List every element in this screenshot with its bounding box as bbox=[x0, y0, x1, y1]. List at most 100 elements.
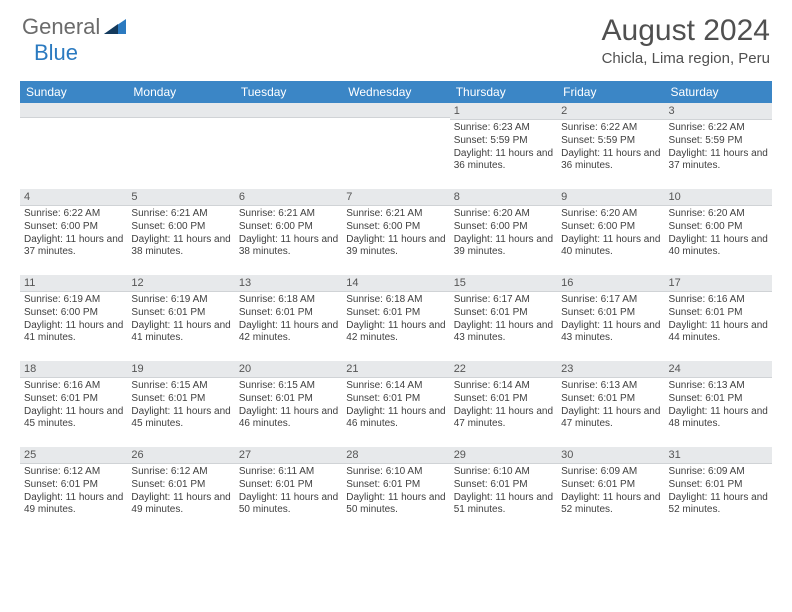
day-body: Sunrise: 6:16 AMSunset: 6:01 PMDaylight:… bbox=[20, 378, 127, 435]
sunset-text: Sunset: 5:59 PM bbox=[561, 135, 660, 148]
calendar-day-cell: 12Sunrise: 6:19 AMSunset: 6:01 PMDayligh… bbox=[127, 275, 234, 361]
calendar-day-cell bbox=[235, 103, 342, 189]
daylight-text: Daylight: 11 hours and 48 minutes. bbox=[669, 406, 768, 432]
sunrise-text: Sunrise: 6:20 AM bbox=[561, 208, 660, 221]
calendar-week-row: 25Sunrise: 6:12 AMSunset: 6:01 PMDayligh… bbox=[20, 447, 772, 533]
calendar-day-cell: 2Sunrise: 6:22 AMSunset: 5:59 PMDaylight… bbox=[557, 103, 664, 189]
sunrise-text: Sunrise: 6:09 AM bbox=[669, 466, 768, 479]
sunset-text: Sunset: 5:59 PM bbox=[454, 135, 553, 148]
daylight-text: Daylight: 11 hours and 45 minutes. bbox=[24, 406, 123, 432]
daylight-text: Daylight: 11 hours and 40 minutes. bbox=[561, 234, 660, 260]
day-body: Sunrise: 6:14 AMSunset: 6:01 PMDaylight:… bbox=[450, 378, 557, 435]
day-body: Sunrise: 6:22 AMSunset: 5:59 PMDaylight:… bbox=[665, 120, 772, 177]
daylight-text: Daylight: 11 hours and 36 minutes. bbox=[454, 148, 553, 174]
daylight-text: Daylight: 11 hours and 36 minutes. bbox=[561, 148, 660, 174]
sunset-text: Sunset: 6:00 PM bbox=[454, 221, 553, 234]
day-number: 7 bbox=[342, 189, 449, 206]
calendar-day-cell bbox=[127, 103, 234, 189]
daylight-text: Daylight: 11 hours and 51 minutes. bbox=[454, 492, 553, 518]
sunrise-text: Sunrise: 6:12 AM bbox=[24, 466, 123, 479]
weekday-header: Tuesday bbox=[235, 81, 342, 103]
day-body: Sunrise: 6:21 AMSunset: 6:00 PMDaylight:… bbox=[127, 206, 234, 263]
calendar-day-cell: 9Sunrise: 6:20 AMSunset: 6:00 PMDaylight… bbox=[557, 189, 664, 275]
day-number: 19 bbox=[127, 361, 234, 378]
day-number: 28 bbox=[342, 447, 449, 464]
sunset-text: Sunset: 6:01 PM bbox=[454, 393, 553, 406]
calendar-day-cell: 11Sunrise: 6:19 AMSunset: 6:00 PMDayligh… bbox=[20, 275, 127, 361]
calendar-day-cell: 23Sunrise: 6:13 AMSunset: 6:01 PMDayligh… bbox=[557, 361, 664, 447]
day-body: Sunrise: 6:18 AMSunset: 6:01 PMDaylight:… bbox=[235, 292, 342, 349]
day-number: 14 bbox=[342, 275, 449, 292]
calendar-day-cell: 20Sunrise: 6:15 AMSunset: 6:01 PMDayligh… bbox=[235, 361, 342, 447]
sunset-text: Sunset: 6:00 PM bbox=[239, 221, 338, 234]
sunset-text: Sunset: 5:59 PM bbox=[669, 135, 768, 148]
day-body: Sunrise: 6:15 AMSunset: 6:01 PMDaylight:… bbox=[235, 378, 342, 435]
sunset-text: Sunset: 6:01 PM bbox=[561, 393, 660, 406]
sunrise-text: Sunrise: 6:12 AM bbox=[131, 466, 230, 479]
sunrise-text: Sunrise: 6:14 AM bbox=[454, 380, 553, 393]
day-body: Sunrise: 6:21 AMSunset: 6:00 PMDaylight:… bbox=[235, 206, 342, 263]
daylight-text: Daylight: 11 hours and 44 minutes. bbox=[669, 320, 768, 346]
calendar-table: SundayMondayTuesdayWednesdayThursdayFrid… bbox=[20, 81, 772, 533]
sunset-text: Sunset: 6:01 PM bbox=[346, 307, 445, 320]
day-body: Sunrise: 6:10 AMSunset: 6:01 PMDaylight:… bbox=[450, 464, 557, 521]
daylight-text: Daylight: 11 hours and 52 minutes. bbox=[561, 492, 660, 518]
calendar-day-cell: 28Sunrise: 6:10 AMSunset: 6:01 PMDayligh… bbox=[342, 447, 449, 533]
day-body: Sunrise: 6:22 AMSunset: 5:59 PMDaylight:… bbox=[557, 120, 664, 177]
day-number: 18 bbox=[20, 361, 127, 378]
sunset-text: Sunset: 6:00 PM bbox=[24, 307, 123, 320]
sunset-text: Sunset: 6:01 PM bbox=[669, 307, 768, 320]
sunrise-text: Sunrise: 6:16 AM bbox=[669, 294, 768, 307]
day-number: 3 bbox=[665, 103, 772, 120]
sunrise-text: Sunrise: 6:18 AM bbox=[239, 294, 338, 307]
daylight-text: Daylight: 11 hours and 50 minutes. bbox=[239, 492, 338, 518]
day-number: 15 bbox=[450, 275, 557, 292]
calendar-day-cell bbox=[342, 103, 449, 189]
daylight-text: Daylight: 11 hours and 37 minutes. bbox=[669, 148, 768, 174]
sunrise-text: Sunrise: 6:10 AM bbox=[346, 466, 445, 479]
daylight-text: Daylight: 11 hours and 39 minutes. bbox=[346, 234, 445, 260]
sunrise-text: Sunrise: 6:15 AM bbox=[239, 380, 338, 393]
calendar-day-cell: 8Sunrise: 6:20 AMSunset: 6:00 PMDaylight… bbox=[450, 189, 557, 275]
daylight-text: Daylight: 11 hours and 42 minutes. bbox=[239, 320, 338, 346]
sunset-text: Sunset: 6:01 PM bbox=[239, 307, 338, 320]
day-body: Sunrise: 6:17 AMSunset: 6:01 PMDaylight:… bbox=[557, 292, 664, 349]
calendar-week-row: 1Sunrise: 6:23 AMSunset: 5:59 PMDaylight… bbox=[20, 103, 772, 189]
day-body: Sunrise: 6:23 AMSunset: 5:59 PMDaylight:… bbox=[450, 120, 557, 177]
weekday-header: Thursday bbox=[450, 81, 557, 103]
sunrise-text: Sunrise: 6:10 AM bbox=[454, 466, 553, 479]
daylight-text: Daylight: 11 hours and 47 minutes. bbox=[454, 406, 553, 432]
day-number: 27 bbox=[235, 447, 342, 464]
day-body: Sunrise: 6:16 AMSunset: 6:01 PMDaylight:… bbox=[665, 292, 772, 349]
sunset-text: Sunset: 6:01 PM bbox=[131, 393, 230, 406]
sunrise-text: Sunrise: 6:21 AM bbox=[239, 208, 338, 221]
sunset-text: Sunset: 6:01 PM bbox=[24, 479, 123, 492]
sunrise-text: Sunrise: 6:19 AM bbox=[131, 294, 230, 307]
day-body: Sunrise: 6:12 AMSunset: 6:01 PMDaylight:… bbox=[20, 464, 127, 521]
day-body: Sunrise: 6:15 AMSunset: 6:01 PMDaylight:… bbox=[127, 378, 234, 435]
calendar-day-cell: 7Sunrise: 6:21 AMSunset: 6:00 PMDaylight… bbox=[342, 189, 449, 275]
daylight-text: Daylight: 11 hours and 52 minutes. bbox=[669, 492, 768, 518]
day-body: Sunrise: 6:19 AMSunset: 6:00 PMDaylight:… bbox=[20, 292, 127, 349]
daylight-text: Daylight: 11 hours and 39 minutes. bbox=[454, 234, 553, 260]
day-number: 6 bbox=[235, 189, 342, 206]
day-number: 16 bbox=[557, 275, 664, 292]
calendar-header-row: SundayMondayTuesdayWednesdayThursdayFrid… bbox=[20, 81, 772, 103]
sunrise-text: Sunrise: 6:14 AM bbox=[346, 380, 445, 393]
daylight-text: Daylight: 11 hours and 37 minutes. bbox=[24, 234, 123, 260]
sunrise-text: Sunrise: 6:22 AM bbox=[561, 122, 660, 135]
day-number: 8 bbox=[450, 189, 557, 206]
day-number: 31 bbox=[665, 447, 772, 464]
day-number: 30 bbox=[557, 447, 664, 464]
sunrise-text: Sunrise: 6:20 AM bbox=[669, 208, 768, 221]
daylight-text: Daylight: 11 hours and 49 minutes. bbox=[131, 492, 230, 518]
sunset-text: Sunset: 6:00 PM bbox=[561, 221, 660, 234]
sunset-text: Sunset: 6:01 PM bbox=[561, 479, 660, 492]
daylight-text: Daylight: 11 hours and 43 minutes. bbox=[561, 320, 660, 346]
day-body: Sunrise: 6:21 AMSunset: 6:00 PMDaylight:… bbox=[342, 206, 449, 263]
day-number: 4 bbox=[20, 189, 127, 206]
day-number: 29 bbox=[450, 447, 557, 464]
sunrise-text: Sunrise: 6:09 AM bbox=[561, 466, 660, 479]
sunrise-text: Sunrise: 6:15 AM bbox=[131, 380, 230, 393]
calendar-day-cell: 24Sunrise: 6:13 AMSunset: 6:01 PMDayligh… bbox=[665, 361, 772, 447]
